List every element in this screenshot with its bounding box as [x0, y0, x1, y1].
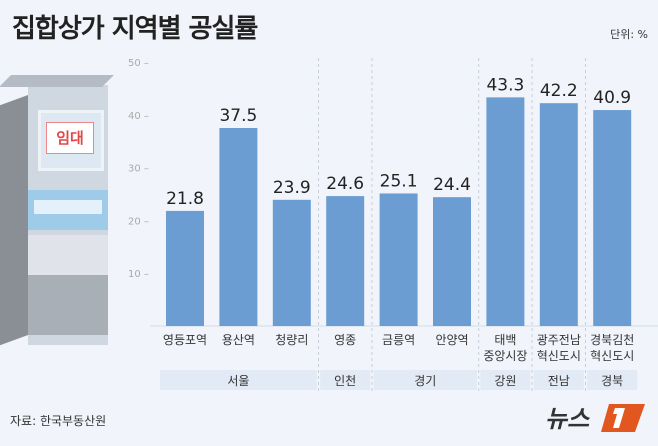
- data-label: 43.3: [486, 75, 524, 95]
- category-label: 혁신도시: [590, 349, 634, 363]
- data-label: 23.9: [273, 178, 311, 198]
- bar: [486, 97, 525, 326]
- data-label: 21.8: [166, 189, 204, 209]
- category-label: 안양역: [435, 333, 468, 347]
- category-label: 혁신도시: [537, 349, 581, 363]
- data-label: 24.6: [326, 174, 364, 194]
- group-band: [373, 370, 477, 390]
- bar: [326, 196, 365, 326]
- group-label: 인천: [334, 373, 356, 388]
- bar: [219, 128, 258, 326]
- bar: [379, 193, 418, 326]
- category-label: 중앙시장: [483, 349, 527, 363]
- y-tick-label: 50 –: [128, 58, 149, 69]
- group-band: [320, 370, 371, 390]
- category-label: 광주전남: [537, 333, 581, 347]
- category-label: 태백: [494, 333, 516, 347]
- group-band: [533, 370, 584, 390]
- data-label: 24.4: [433, 175, 471, 195]
- category-label: 금릉역: [382, 333, 415, 347]
- chart-title: 집합상가 지역별 공실률: [12, 14, 258, 44]
- group-label: 강원: [494, 374, 516, 388]
- data-label: 40.9: [593, 88, 631, 108]
- category-label: 용산역: [222, 333, 255, 347]
- group-band: [480, 370, 531, 390]
- bar: [272, 199, 311, 326]
- data-label: 42.2: [540, 81, 578, 101]
- y-tick-label: 10 –: [128, 269, 149, 280]
- y-tick-label: 40 –: [128, 111, 149, 122]
- svg-text:뉴스: 뉴스: [545, 405, 590, 433]
- rent-sign: 임대: [46, 122, 94, 154]
- source-label: 자료: 한국부동산원: [10, 414, 107, 428]
- unit-label: 단위: %: [610, 28, 648, 41]
- group-label: 전남: [548, 374, 570, 388]
- group-label: 경기: [414, 374, 436, 388]
- news1-logo: 뉴스: [545, 404, 645, 433]
- category-label: 영종: [334, 333, 356, 347]
- bar: [166, 210, 204, 326]
- category-label: 영등포역: [163, 333, 207, 347]
- group-band: [160, 370, 317, 390]
- data-label: 25.1: [380, 171, 418, 191]
- category-label: 경북김천: [590, 332, 634, 347]
- category-label: 청량리: [275, 333, 308, 347]
- bar: [593, 110, 632, 326]
- data-label: 37.5: [219, 106, 257, 126]
- group-label: 서울: [227, 374, 249, 388]
- y-tick-label: 30 –: [128, 164, 149, 175]
- y-tick-label: 20 –: [128, 216, 149, 227]
- group-band: [587, 370, 638, 390]
- bar: [539, 103, 578, 327]
- bar: [433, 197, 471, 326]
- group-label: 경북: [601, 374, 623, 388]
